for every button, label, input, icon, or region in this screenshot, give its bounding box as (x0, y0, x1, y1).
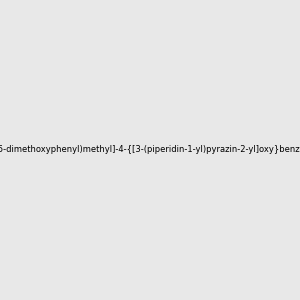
Text: N-[(2,5-dimethoxyphenyl)methyl]-4-{[3-(piperidin-1-yl)pyrazin-2-yl]oxy}benzamide: N-[(2,5-dimethoxyphenyl)methyl]-4-{[3-(p… (0, 146, 300, 154)
